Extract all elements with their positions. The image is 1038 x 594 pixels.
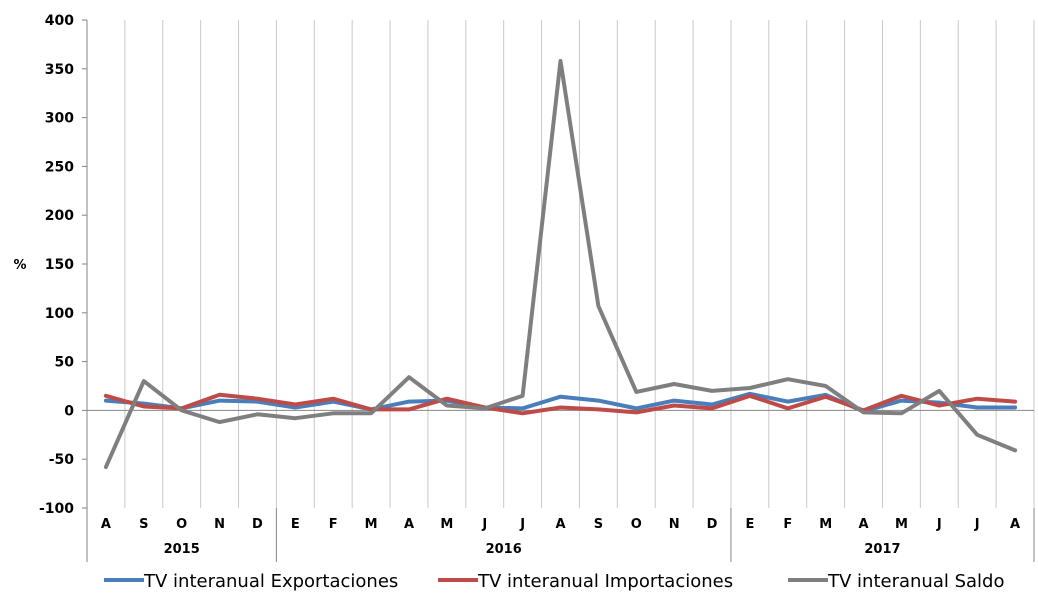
x-tick-label: M	[819, 517, 832, 532]
legend: TV interanual Exportaciones TV interanual…	[104, 571, 1004, 592]
y-tick-label: 150	[45, 257, 74, 273]
x-tick-label: M	[895, 517, 908, 532]
y-tick-label: 100	[45, 306, 74, 322]
x-tick-label: J	[481, 517, 487, 532]
x-tick-label: F	[783, 517, 792, 532]
x-tick-label: J	[974, 517, 980, 532]
x-tick-label: O	[176, 517, 187, 532]
series-lines	[103, 59, 1018, 469]
x-tick-label: D	[252, 517, 263, 532]
x-tick-label: A	[101, 517, 111, 532]
axes: 400 350 300 250 200 150 100 50 0 -50 -100% A S O N D E F M…	[13, 13, 1035, 562]
x-tick-label: S	[139, 517, 148, 532]
x-tick-label: A	[1010, 517, 1020, 532]
y-tick-label: 0	[64, 403, 74, 419]
x-tick-label: A	[555, 517, 565, 532]
year-label: 2017	[864, 542, 900, 557]
x-tick-label: D	[707, 517, 718, 532]
x-tick-label: A	[859, 517, 869, 532]
x-tick-label: M	[440, 517, 453, 532]
x-tick-label: E	[745, 517, 754, 532]
x-tick-label: E	[291, 517, 300, 532]
y-tick-label: 250	[45, 159, 74, 175]
x-tick-label: J	[936, 517, 942, 532]
gridlines	[86, 20, 1035, 508]
legend-label: TV interanual Saldo	[827, 571, 1004, 592]
x-tick-label: F	[329, 517, 338, 532]
y-axis-title: %	[13, 258, 26, 273]
x-tick-label: S	[594, 517, 603, 532]
y-tick-label: 50	[55, 355, 75, 371]
x-tick-label: N	[214, 517, 225, 532]
year-label: 2016	[486, 542, 522, 557]
y-tick-label: -100	[39, 501, 74, 517]
y-tick-label: 300	[45, 111, 74, 127]
year-label: 2015	[164, 542, 200, 557]
legend-label: TV interanual Exportaciones	[143, 571, 398, 592]
x-tick-label: A	[404, 517, 414, 532]
x-tick-label: N	[669, 517, 680, 532]
legend-label: TV interanual Importaciones	[477, 571, 733, 592]
y-tick-label: 400	[45, 13, 74, 29]
x-tick-label: J	[519, 517, 525, 532]
x-tick-label: M	[365, 517, 378, 532]
x-tick-label: O	[631, 517, 642, 532]
y-tick-label: -50	[49, 452, 75, 468]
series-line-3	[103, 59, 1018, 469]
y-tick-label: 350	[45, 62, 74, 78]
y-tick-label: 200	[45, 208, 74, 224]
